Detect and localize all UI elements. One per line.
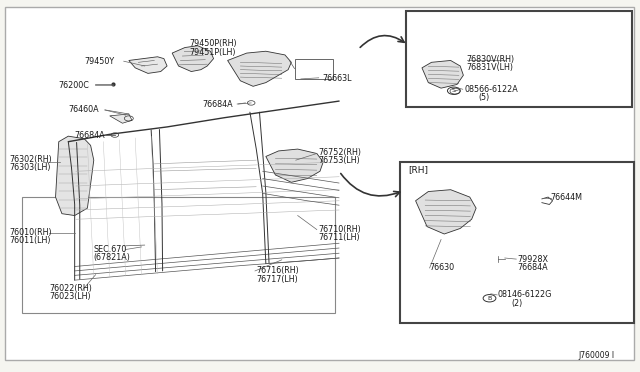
Bar bbox=[22, 197, 335, 313]
Text: 76011(LH): 76011(LH) bbox=[9, 236, 51, 245]
Bar bbox=[406, 11, 632, 107]
Text: 79450P(RH): 79450P(RH) bbox=[189, 39, 237, 48]
Polygon shape bbox=[129, 57, 167, 73]
Text: 79928X: 79928X bbox=[518, 254, 548, 264]
Text: (5): (5) bbox=[478, 93, 490, 102]
Text: 76753(LH): 76753(LH) bbox=[318, 156, 360, 166]
Polygon shape bbox=[422, 61, 463, 88]
Text: 76663L: 76663L bbox=[323, 74, 352, 83]
Text: 76717(LH): 76717(LH) bbox=[256, 275, 298, 283]
Text: 76716(RH): 76716(RH) bbox=[256, 266, 299, 275]
Polygon shape bbox=[172, 46, 214, 71]
Polygon shape bbox=[266, 149, 323, 182]
Text: 76684A: 76684A bbox=[202, 100, 233, 109]
Text: 08146-6122G: 08146-6122G bbox=[497, 291, 552, 299]
Text: 79451P(LH): 79451P(LH) bbox=[189, 48, 236, 57]
Bar bbox=[399, 162, 634, 323]
Polygon shape bbox=[415, 190, 476, 234]
Text: 76644M: 76644M bbox=[550, 193, 582, 202]
Text: SEC.670: SEC.670 bbox=[94, 245, 127, 254]
Polygon shape bbox=[56, 136, 94, 215]
Text: 76831V(LH): 76831V(LH) bbox=[467, 63, 513, 72]
Polygon shape bbox=[109, 114, 132, 123]
Text: 76010(RH): 76010(RH) bbox=[9, 228, 52, 237]
Text: 76302(RH): 76302(RH) bbox=[9, 155, 52, 164]
Text: 76684A: 76684A bbox=[75, 131, 106, 140]
Polygon shape bbox=[228, 51, 291, 86]
Text: (67821A): (67821A) bbox=[94, 253, 131, 262]
Bar bbox=[294, 59, 333, 79]
Text: S: S bbox=[452, 88, 456, 93]
Text: 76711(LH): 76711(LH) bbox=[318, 233, 360, 242]
Text: (2): (2) bbox=[511, 299, 522, 308]
Text: 76752(RH): 76752(RH) bbox=[318, 148, 361, 157]
Text: 76830V(RH): 76830V(RH) bbox=[467, 55, 515, 64]
Text: J760009 I: J760009 I bbox=[578, 351, 614, 360]
Text: 76200C: 76200C bbox=[59, 81, 90, 90]
Text: 76460A: 76460A bbox=[68, 105, 99, 115]
Text: 76684A: 76684A bbox=[518, 263, 548, 272]
Text: 76023(LH): 76023(LH) bbox=[49, 292, 91, 301]
Text: B: B bbox=[488, 296, 492, 301]
Text: 76630: 76630 bbox=[429, 263, 455, 272]
Text: 76303(LH): 76303(LH) bbox=[9, 163, 51, 172]
Text: 76022(RH): 76022(RH) bbox=[49, 284, 92, 293]
Text: 76710(RH): 76710(RH) bbox=[318, 225, 361, 234]
Text: 79450Y: 79450Y bbox=[84, 57, 115, 66]
Text: [RH]: [RH] bbox=[408, 165, 428, 174]
Text: 08566-6122A: 08566-6122A bbox=[464, 85, 518, 94]
